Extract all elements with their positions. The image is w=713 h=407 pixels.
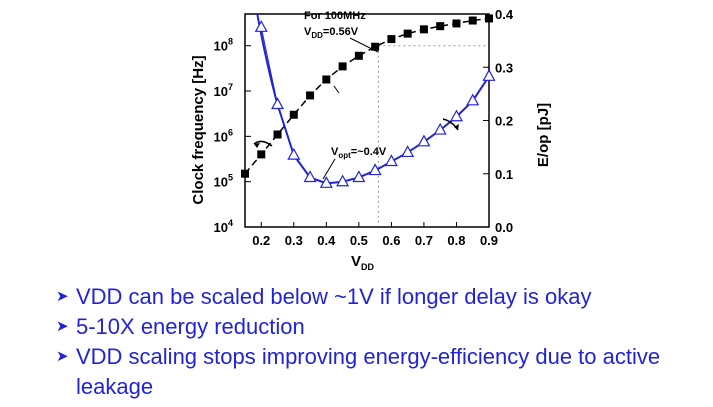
annotation-vopt-value: =~0.4V bbox=[351, 146, 387, 158]
energy-per-op-line-segment bbox=[260, 27, 279, 105]
x-tick-label: 0.3 bbox=[285, 233, 303, 248]
x-tick-label: 0.7 bbox=[415, 233, 433, 248]
energy-point bbox=[417, 134, 431, 147]
x-tick-label: 0.6 bbox=[382, 233, 400, 248]
tick-base: 10 bbox=[214, 220, 228, 235]
tick-exponent: 8 bbox=[228, 37, 233, 47]
bullet-list: ➤ VDD can be scaled below ~1V if longer d… bbox=[56, 282, 713, 402]
x-label: VDD bbox=[351, 253, 375, 270]
y-right-tick-label: 0.1 bbox=[495, 167, 513, 182]
tick-exponent: 4 bbox=[228, 218, 233, 228]
tick-exponent: 6 bbox=[228, 127, 233, 137]
right-y-ticks: 0.0 0.1 0.2 0.3 0.4 bbox=[483, 7, 514, 235]
frequency-point bbox=[241, 169, 249, 178]
frequency-point bbox=[403, 29, 412, 38]
energy-point bbox=[352, 170, 366, 183]
left-axis-arrowhead-icon bbox=[254, 143, 260, 148]
annotation-vdd-sub: DD bbox=[311, 31, 323, 40]
energy-point bbox=[401, 145, 415, 158]
x-tick-label: 0.9 bbox=[480, 233, 498, 248]
frequency-point bbox=[387, 35, 396, 44]
energy-point bbox=[336, 174, 350, 187]
frequency-point bbox=[306, 91, 315, 100]
energy-point bbox=[482, 69, 496, 81]
x-tick-label: 0.2 bbox=[252, 233, 270, 248]
bullet-arrow-icon: ➤ bbox=[56, 288, 69, 305]
vopt-pointer bbox=[322, 158, 336, 180]
annotation-vopt-sub: opt bbox=[338, 151, 351, 160]
energy-point bbox=[254, 20, 268, 32]
tick-base: 10 bbox=[214, 39, 228, 54]
y-right-tick-label: 0.2 bbox=[495, 114, 513, 129]
y-left-tick-label: 104 bbox=[214, 218, 233, 235]
y-left-tick-label: 105 bbox=[214, 173, 233, 190]
bullet-arrow-icon: ➤ bbox=[56, 318, 69, 335]
x-tick-label: 0.8 bbox=[447, 233, 465, 248]
frequency-point bbox=[354, 51, 363, 60]
frequency-point bbox=[338, 62, 347, 71]
frequency-point bbox=[322, 75, 331, 84]
energy-point bbox=[449, 109, 463, 122]
tick-base: 10 bbox=[214, 129, 228, 144]
energy-point bbox=[303, 170, 317, 183]
bullet-item: ➤ 5-10X energy reduction bbox=[56, 312, 713, 342]
energy-point bbox=[466, 93, 480, 106]
tick-exponent: 5 bbox=[228, 173, 233, 183]
y-left-tick-label: 108 bbox=[214, 37, 233, 54]
bullet-item: ➤ VDD scaling stops improving energy-effi… bbox=[56, 342, 713, 402]
x-label-main: V bbox=[351, 253, 361, 270]
x-ticks: 0.2 0.3 0.4 0.5 0.6 0.7 0.8 0.9 bbox=[252, 222, 498, 248]
annotation-pointer bbox=[349, 37, 379, 53]
frequency-tick-mark bbox=[333, 85, 340, 94]
y-right-tick-label: 0.0 bbox=[495, 220, 513, 235]
y-left-tick-label: 107 bbox=[214, 82, 233, 99]
energy-frequency-chart: 0.2 0.3 0.4 0.5 0.6 0.7 0.8 0.9 104105106107108… bbox=[190, 7, 552, 270]
frequency-point bbox=[436, 22, 445, 31]
annotation-vopt: Vopt=~0.4V bbox=[331, 146, 387, 160]
energy-point bbox=[384, 154, 398, 167]
bullet-arrow-icon: ➤ bbox=[56, 348, 69, 365]
frequency-point bbox=[468, 16, 477, 25]
left-axis-arrow-icon bbox=[253, 140, 273, 147]
energy-point bbox=[287, 147, 301, 160]
energy-point bbox=[368, 163, 382, 176]
frequency-point bbox=[419, 25, 428, 34]
energy-point bbox=[433, 122, 447, 135]
bullet-text: VDD can be scaled below ~1V if longer de… bbox=[76, 284, 592, 309]
right-axis-arrowhead-icon bbox=[454, 124, 459, 130]
bullet-item: ➤ VDD can be scaled below ~1V if longer d… bbox=[56, 282, 713, 312]
frequency-point bbox=[289, 110, 298, 119]
frequency-point bbox=[371, 42, 380, 51]
y-right-tick-label: 0.3 bbox=[495, 60, 513, 75]
annotation-100mhz: For 100MHz bbox=[304, 10, 366, 22]
annotation-vdd: VDD=0.56V bbox=[304, 26, 359, 40]
energy-point bbox=[319, 176, 333, 188]
y-right-tick-label: 0.4 bbox=[495, 7, 514, 22]
x-label-sub: DD bbox=[361, 262, 374, 270]
tick-exponent: 7 bbox=[228, 82, 233, 92]
y-left-label: Clock frequency [Hz] bbox=[190, 55, 207, 204]
energy-point bbox=[271, 97, 285, 110]
annotation-vdd-v: V bbox=[304, 26, 312, 38]
series-layer bbox=[241, 13, 496, 188]
y-left-tick-label: 106 bbox=[214, 127, 233, 144]
x-tick-label: 0.5 bbox=[350, 233, 368, 248]
annotation-vdd-value: =0.56V bbox=[323, 26, 359, 38]
frequency-point bbox=[452, 19, 461, 28]
annotation-vopt-v: V bbox=[331, 146, 339, 158]
tick-base: 10 bbox=[214, 175, 228, 190]
frequency-point bbox=[273, 130, 282, 139]
x-tick-label: 0.4 bbox=[317, 233, 336, 248]
bullet-text: 5-10X energy reduction bbox=[76, 314, 305, 339]
y-right-label: E/op [pJ] bbox=[535, 103, 552, 167]
bullet-text: VDD scaling stops improving energy-effic… bbox=[76, 344, 661, 399]
tick-base: 10 bbox=[214, 84, 228, 99]
frequency-point bbox=[257, 150, 266, 159]
frequency-point bbox=[485, 14, 493, 23]
